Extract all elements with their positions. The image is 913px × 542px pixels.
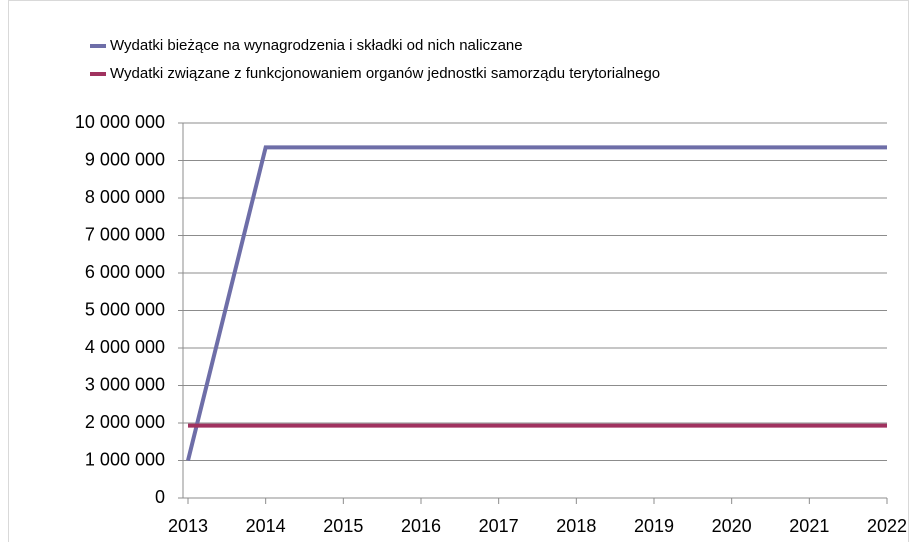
y-tick-label: 3 000 000 bbox=[85, 374, 165, 394]
y-tick-label: 4 000 000 bbox=[85, 337, 165, 357]
y-tick-label: 10 000 000 bbox=[75, 112, 165, 132]
y-tick-label: 1 000 000 bbox=[85, 449, 165, 469]
series-line bbox=[186, 145, 887, 461]
x-tick-label: 2016 bbox=[401, 516, 441, 536]
y-tick-label: 6 000 000 bbox=[85, 262, 165, 282]
y-tick-label: 0 bbox=[155, 487, 165, 507]
x-tick-label: 2018 bbox=[556, 516, 596, 536]
x-tick-label: 2022 bbox=[867, 516, 907, 536]
legend-label: Wydatki związane z funkcjonowaniem organ… bbox=[110, 65, 660, 82]
y-tick-label: 2 000 000 bbox=[85, 412, 165, 432]
y-tick-label: 8 000 000 bbox=[85, 187, 165, 207]
x-tick-label: 2019 bbox=[634, 516, 674, 536]
x-tick-label: 2014 bbox=[246, 516, 286, 536]
x-tick-label: 2020 bbox=[712, 516, 752, 536]
chart-frame bbox=[8, 0, 909, 542]
y-tick-label: 5 000 000 bbox=[85, 299, 165, 319]
x-tick-label: 2015 bbox=[323, 516, 363, 536]
x-tick-label: 2013 bbox=[168, 516, 208, 536]
legend-label: Wydatki bieżące na wynagrodzenia i skład… bbox=[110, 37, 523, 54]
y-tick-label: 7 000 000 bbox=[85, 224, 165, 244]
x-tick-label: 2017 bbox=[479, 516, 519, 536]
y-tick-label: 9 000 000 bbox=[85, 149, 165, 169]
x-tick-label: 2021 bbox=[789, 516, 829, 536]
